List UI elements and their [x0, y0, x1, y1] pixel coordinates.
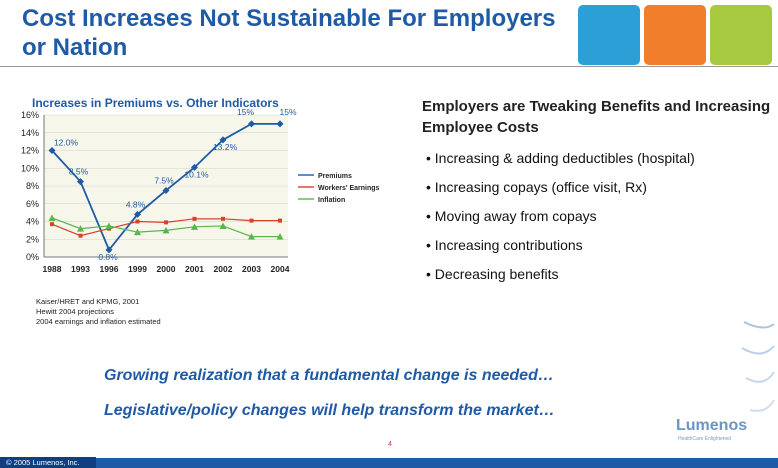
x-tick-label: 1996 [100, 264, 119, 274]
y-tick-label: 10% [21, 163, 39, 173]
data-point [105, 222, 113, 229]
decor-tile-orange [644, 5, 706, 65]
data-label: 0.8% [98, 252, 118, 262]
panel-heading: Employers are Tweaking Benefits and Incr… [422, 98, 771, 136]
legend-entry: Workers' Earnings [318, 185, 380, 192]
source-note: Hewitt 2004 projections [36, 307, 114, 316]
slide-title: Cost Increases Not Sustainable For Emplo… [22, 5, 556, 61]
decor-tile-blue [578, 5, 640, 65]
data-point [191, 163, 198, 171]
x-tick-label: 2000 [157, 264, 176, 274]
x-tick-label: 2003 [242, 264, 261, 274]
data-label: 10.1% [184, 169, 209, 179]
y-tick-label: 0% [26, 252, 39, 262]
chart-title: Increases in Premiums vs. Other Indicato… [32, 96, 279, 110]
data-label: 4.8% [126, 199, 146, 209]
y-tick-label: 12% [21, 146, 39, 156]
x-tick-label: 1999 [128, 264, 147, 274]
x-tick-label: 2004 [271, 264, 290, 274]
data-label: 13.2% [213, 142, 238, 152]
data-label: 8.5% [69, 167, 89, 177]
x-tick-label: 2002 [214, 264, 233, 274]
source-notes: Kaiser/HRET and KPMG, 2001 Hewitt 2004 p… [36, 297, 161, 327]
x-tick-label: 1988 [43, 264, 62, 274]
data-point [50, 222, 54, 227]
data-label: 12.0% [54, 138, 79, 148]
y-tick-label: 8% [26, 181, 39, 191]
copyright-notice: © 2005 Lumenos, Inc. [0, 457, 96, 468]
data-point [219, 136, 227, 144]
data-point [249, 218, 254, 223]
callout-legislative: Legislative/policy changes will help tra… [104, 402, 555, 419]
logo-swoosh-icon [741, 321, 775, 412]
company-logo: Lumenos [676, 417, 748, 434]
data-point [248, 233, 255, 240]
bullet-item: • Decreasing benefits [426, 266, 559, 282]
data-label: 7.5% [154, 175, 174, 185]
data-point [135, 219, 140, 224]
y-tick-label: 4% [26, 217, 39, 227]
y-tick-label: 14% [21, 128, 39, 138]
data-point [77, 225, 84, 232]
source-note: 2004 earnings and inflation estimated [36, 317, 161, 326]
legend-entry: Inflation [318, 197, 345, 204]
data-point [276, 233, 284, 240]
data-point [77, 178, 84, 186]
data-point [191, 223, 198, 230]
data-point [278, 218, 282, 223]
y-tick-label: 16% [21, 110, 39, 120]
data-point [78, 233, 83, 238]
y-tick-label: 2% [26, 234, 39, 244]
data-point [221, 216, 225, 221]
callout-realization: Growing realization that a fundamental c… [104, 367, 554, 384]
data-point [276, 120, 284, 128]
data-point [162, 226, 170, 234]
footer-bar [0, 458, 778, 468]
bullet-item: • Increasing & adding deductibles (hospi… [426, 150, 695, 166]
bullet-item: • Increasing contributions [426, 237, 583, 253]
decor-tile-green [710, 5, 772, 65]
data-point [48, 147, 56, 154]
data-point [219, 222, 227, 229]
data-label: 15% [237, 107, 254, 117]
data-point [48, 214, 56, 221]
source-note: Kaiser/HRET and KPMG, 2001 [36, 297, 140, 306]
data-point [248, 120, 255, 128]
data-point [105, 246, 113, 254]
y-tick-label: 6% [26, 199, 39, 209]
data-label: 15% [279, 107, 296, 117]
bullet-item: • Moving away from copays [426, 208, 597, 224]
x-tick-label: 1993 [71, 264, 90, 274]
legend-entry: Premiums [318, 173, 352, 180]
data-point [134, 210, 141, 218]
premiums-line-chart: 0% 2% 4% 6% 8% 10% 12% 14% 16% 1988 1993 1996 1999 20… [21, 107, 380, 274]
x-tick-label: 2001 [185, 264, 204, 274]
bullet-list: • Increasing & adding deductibles (hospi… [426, 150, 695, 295]
data-point [164, 220, 168, 225]
logo-tagline: HealthCare Enlightened [678, 436, 732, 442]
bullet-item: • Increasing copays (office visit, Rx) [426, 179, 647, 195]
data-point [134, 228, 141, 236]
data-point [162, 186, 170, 194]
page-number: 4 [388, 441, 392, 448]
title-divider [0, 66, 778, 67]
data-point [192, 216, 197, 221]
